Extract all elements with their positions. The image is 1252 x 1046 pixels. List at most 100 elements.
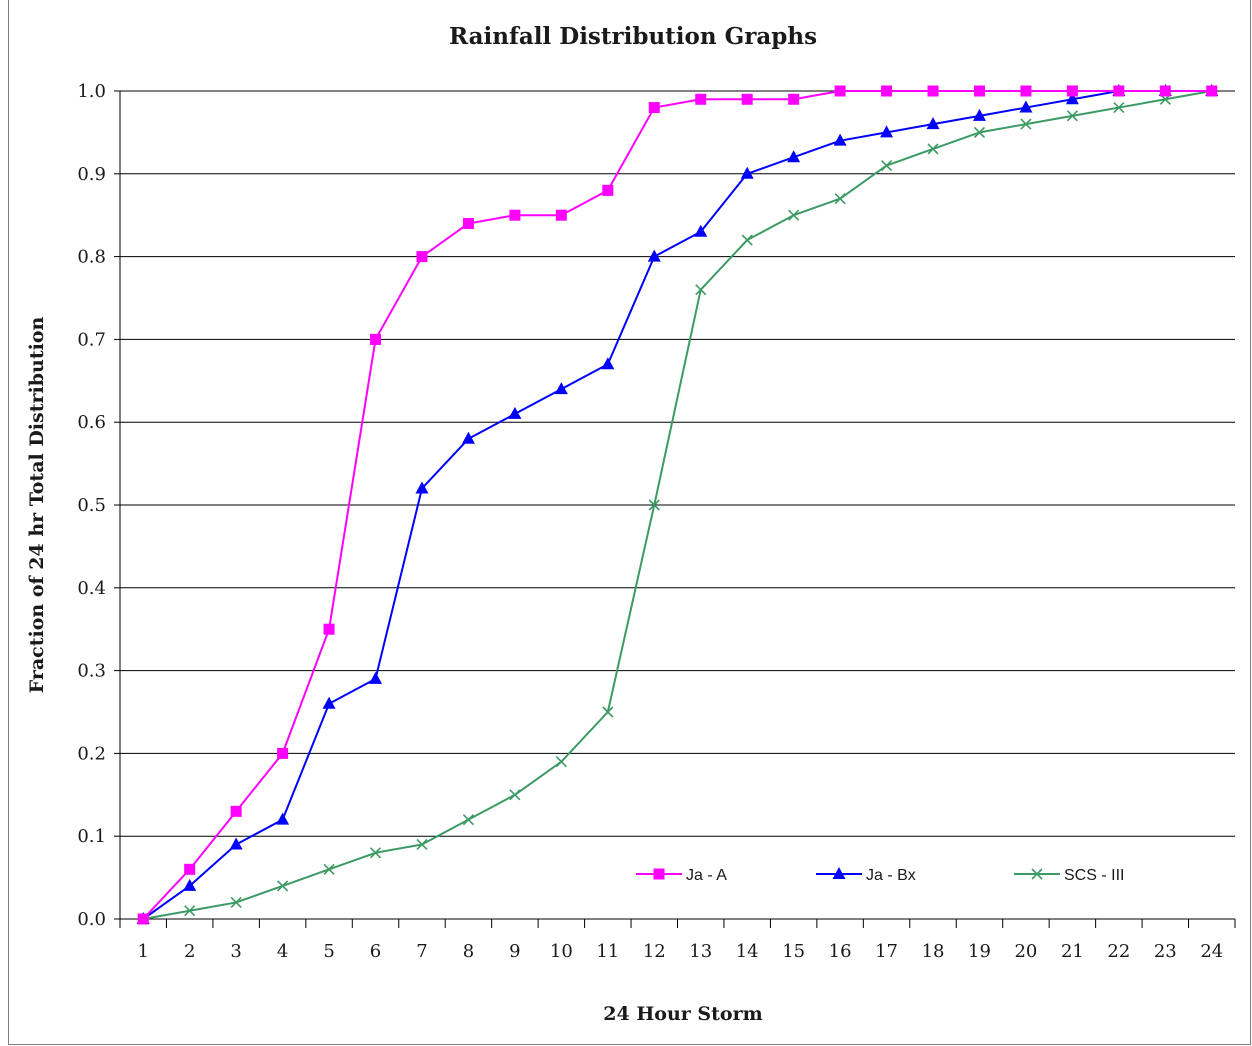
legend-item-ja-bx: Ja - Bx [816, 867, 916, 884]
x-tick-label: 13 [689, 941, 712, 962]
y-tick-label: 0.7 [77, 329, 106, 350]
y-tick-label: 0.6 [77, 412, 106, 433]
data-point-ja-a [648, 102, 660, 114]
data-point-ja-bx [322, 696, 336, 709]
data-point-scs-iii [927, 143, 939, 155]
legend: Ja - A Ja - Bx SCS - III [636, 867, 1124, 884]
x-tick-labels: 1 2 3 4 5 6 7 8 9 10 11 12 13 14 15 16 17 18 19 20 21 22 23 24 [138, 941, 1224, 962]
legend-label: Ja - A [686, 867, 727, 884]
data-point-ja-a [881, 85, 893, 97]
y-tick-label: 0.2 [77, 743, 106, 764]
data-point-ja-a [834, 85, 846, 97]
data-point-scs-iii [323, 863, 335, 875]
x-tick-label: 22 [1107, 941, 1130, 962]
data-point-ja-a [323, 623, 335, 635]
data-point-ja-a [1020, 85, 1032, 97]
data-point-scs-iii [695, 284, 707, 296]
series-ja-a [137, 85, 1218, 925]
data-point-ja-a [555, 209, 567, 221]
data-point-ja-a [788, 93, 800, 105]
x-tick-label: 20 [1014, 941, 1037, 962]
data-point-ja-bx [833, 133, 847, 146]
data-point-scs-iii [602, 706, 614, 718]
x-tick-label: 1 [138, 941, 149, 962]
data-point-scs-iii [973, 126, 986, 138]
y-tick-label: 0.8 [77, 247, 106, 268]
data-point-scs-iii [741, 234, 753, 246]
data-point-ja-a [1066, 85, 1078, 97]
x-tick-label: 16 [829, 941, 852, 962]
series-line-ja-bx [142, 90, 1212, 920]
data-point-scs-iii [788, 209, 800, 221]
x-axis-title: 24 Hour Storm [603, 1003, 762, 1025]
data-point-ja-bx [880, 125, 894, 138]
x-tick-label: 4 [277, 941, 288, 962]
y-tick-labels: 0.0 0.1 0.2 0.3 0.4 0.5 0.6 0.7 0.8 0.9 1.0 [77, 81, 106, 930]
series-ja-bx [136, 84, 1219, 924]
y-tick-label: 0.9 [77, 164, 106, 185]
data-point-scs-iii [509, 789, 521, 801]
data-point-ja-a [416, 251, 428, 263]
data-point-ja-bx [1019, 100, 1033, 113]
data-point-ja-a [927, 85, 939, 97]
data-point-scs-iii [416, 838, 428, 851]
data-point-scs-iii [1113, 101, 1125, 114]
series-layer [136, 84, 1219, 925]
data-point-scs-iii [834, 193, 846, 205]
data-point-ja-a [1113, 85, 1125, 97]
gridlines [114, 90, 1235, 920]
legend-swatch-marker [653, 868, 665, 880]
y-tick-label: 0.4 [77, 578, 106, 599]
data-point-ja-a [137, 913, 149, 925]
data-point-scs-iii [277, 880, 289, 892]
data-point-ja-a [370, 333, 382, 345]
data-point-scs-iii [462, 814, 475, 826]
y-tick-label: 0.1 [77, 826, 106, 847]
x-tick-label: 19 [968, 941, 991, 962]
x-tick-label: 7 [416, 941, 427, 962]
data-point-ja-bx [972, 108, 986, 121]
data-point-ja-bx [787, 150, 801, 163]
data-point-ja-bx [694, 224, 708, 237]
data-point-ja-a [1206, 85, 1218, 97]
y-tick-label: 0.0 [77, 909, 106, 930]
data-point-ja-bx [369, 671, 383, 684]
data-point-scs-iii [880, 159, 893, 172]
data-point-ja-a [602, 184, 614, 196]
x-tick-label: 23 [1154, 941, 1177, 962]
data-point-ja-a [695, 93, 707, 105]
chart-frame [8, 0, 1251, 1045]
data-point-ja-bx [601, 357, 615, 370]
data-point-ja-bx [554, 382, 568, 395]
data-point-ja-a [462, 217, 474, 229]
x-tick-label: 15 [782, 941, 805, 962]
y-tick-label: 1.0 [77, 81, 106, 102]
data-point-scs-iii [1066, 110, 1078, 122]
data-point-ja-a [973, 85, 985, 97]
data-point-ja-bx [740, 166, 754, 179]
chart-title: Rainfall Distribution Graphs [449, 23, 817, 50]
x-tick-label: 10 [550, 941, 573, 962]
x-tick-label: 14 [736, 941, 759, 962]
x-tick-label: 21 [1061, 941, 1084, 962]
legend-label: SCS - III [1064, 867, 1124, 884]
legend-swatch-marker [1031, 868, 1043, 880]
data-point-ja-a [277, 747, 289, 759]
data-point-ja-a [1159, 85, 1171, 97]
data-point-scs-iii [648, 499, 660, 511]
x-tick-label: 5 [323, 941, 334, 962]
data-point-ja-bx [183, 878, 197, 891]
x-tick-label: 8 [463, 941, 474, 962]
x-tick-label: 12 [643, 941, 666, 962]
legend-swatch-marker [832, 867, 846, 879]
data-point-ja-bx [647, 249, 661, 262]
x-tick-label: 18 [922, 941, 945, 962]
data-point-ja-a [509, 209, 521, 221]
data-point-ja-bx [1065, 92, 1079, 105]
series-line-ja-a [142, 90, 1212, 920]
data-point-ja-bx [926, 117, 940, 130]
series-line-scs-iii [143, 90, 1212, 920]
y-tick-label: 0.3 [77, 661, 106, 682]
x-tick-label: 3 [230, 941, 241, 962]
